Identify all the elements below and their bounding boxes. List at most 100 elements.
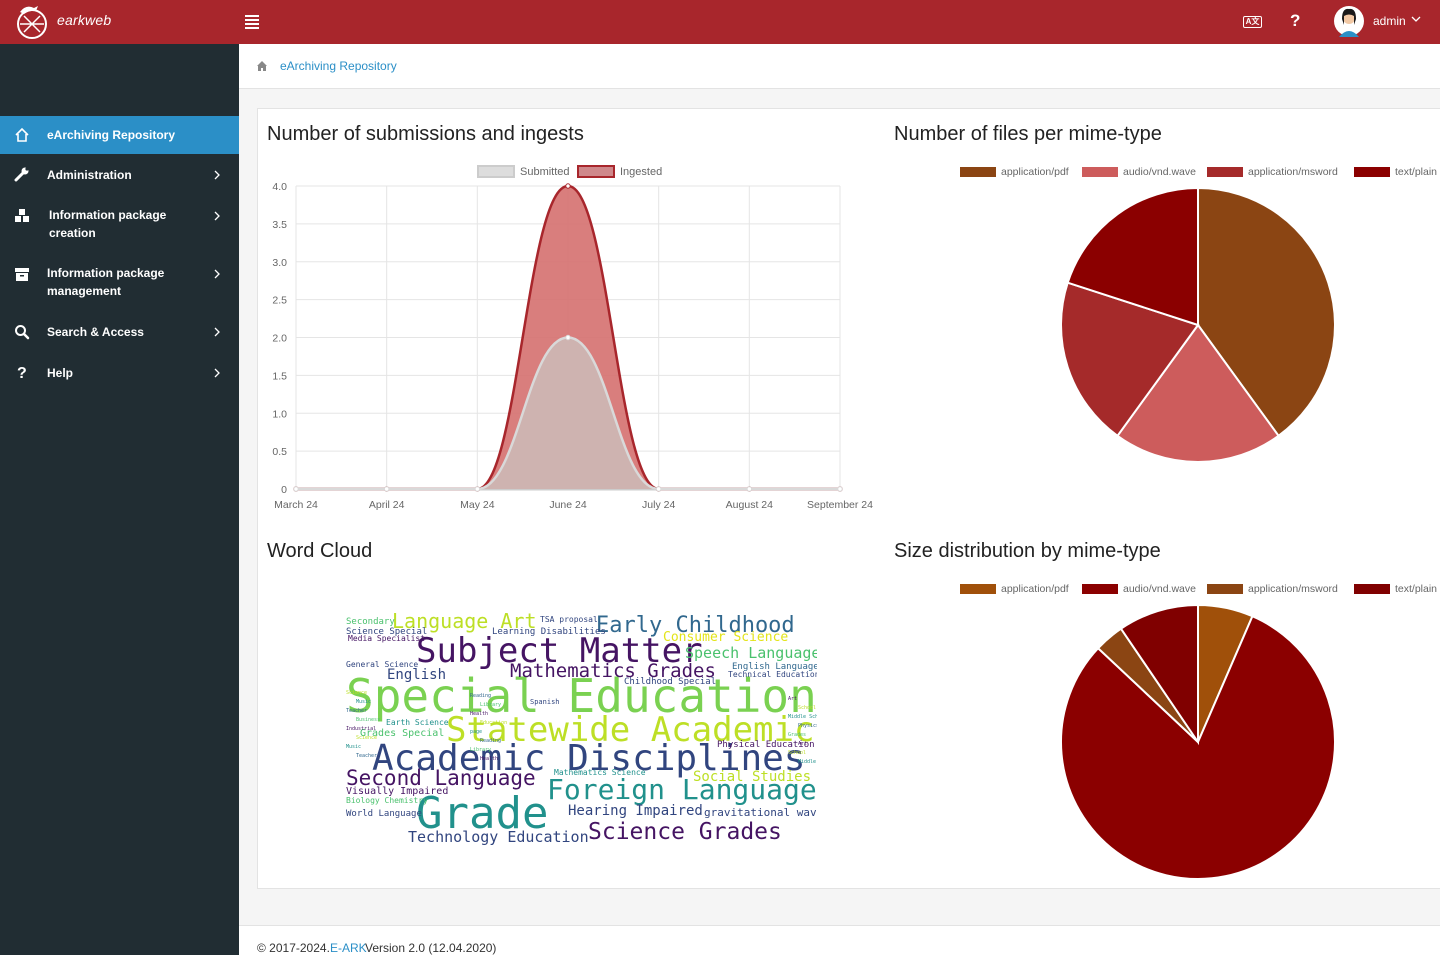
pie-slice-text-plain: [1119, 603, 1199, 746]
legend-label: application/pdf: [1001, 583, 1069, 595]
home-icon[interactable]: [256, 60, 268, 72]
word-cloud-word: English: [387, 667, 446, 683]
word-cloud-word: Foreign Language: [547, 773, 817, 806]
sidebar: eArchiving Repository Administration Inf…: [0, 44, 239, 955]
word-cloud-word: Social Studies: [693, 769, 811, 785]
brand-name[interactable]: earkweb: [57, 12, 112, 28]
menu-toggle-icon[interactable]: [245, 15, 259, 29]
files-chart-title: Number of files per mime-type: [894, 123, 1162, 145]
sidebar-item-search-access[interactable]: Search & Access: [0, 322, 239, 344]
legend-swatch: [1354, 584, 1390, 594]
word-cloud-word: Statewide Academic: [446, 710, 814, 750]
size-chart-title: Size distribution by mime-type: [894, 540, 1161, 562]
y-tick-label: 1.5: [272, 370, 287, 382]
data-point: [837, 486, 843, 492]
data-point: [655, 486, 662, 492]
sidebar-item-label: eArchiving Repository: [47, 128, 176, 142]
sidebar-item-earchiving-repository[interactable]: eArchiving Repository: [0, 116, 239, 154]
language-icon[interactable]: A文: [1243, 16, 1262, 28]
legend-label: Ingested: [620, 166, 662, 178]
word-cloud-word: page: [470, 729, 482, 735]
chevron-right-icon: [214, 327, 220, 337]
sidebar-item-information-package-management[interactable]: Information package management: [0, 264, 239, 304]
top-bar: earkweb A文 ? admin: [0, 0, 1440, 44]
word-cloud-word: Reading: [480, 738, 501, 744]
x-tick-label: March 24: [274, 499, 318, 511]
word-cloud-word: Secondary: [346, 617, 395, 627]
legend-label: audio/vnd.wave: [1123, 166, 1196, 178]
word-cloud-word: Earth Science: [386, 718, 449, 727]
word-cloud-word: Speech Language: [685, 644, 817, 662]
y-tick-label: 3.0: [272, 257, 287, 269]
chevron-right-icon: [214, 368, 220, 378]
x-tick-label: May 24: [460, 499, 495, 511]
search-icon: [15, 325, 30, 340]
word-cloud-word: Physics: [798, 723, 817, 729]
legend-label: audio/vnd.wave: [1123, 583, 1196, 595]
home-icon: [15, 127, 29, 142]
legend-label: Submitted: [520, 166, 570, 178]
legend-label: text/plain: [1395, 166, 1437, 178]
legend-swatch: [960, 584, 996, 594]
word-cloud-word: Hearing Impaired: [568, 803, 703, 819]
svg-text:?: ?: [17, 365, 27, 380]
word-cloud-word: Science: [356, 735, 377, 741]
y-tick-label: 0.5: [272, 446, 287, 458]
data-point: [293, 486, 299, 492]
word-cloud-word: Mathematics Grades: [510, 660, 716, 682]
x-tick-label: July 24: [642, 499, 675, 511]
legend-label: text/plain: [1395, 583, 1437, 595]
word-cloud-word: gravitational wave: [704, 806, 817, 819]
data-point: [565, 334, 571, 341]
sidebar-item-label: Search & Access: [47, 325, 144, 339]
word-cloud-word: Technical Education: [728, 670, 817, 679]
word-cloud-word: World Language: [346, 809, 422, 819]
breadcrumb-current[interactable]: eArchiving Repository: [280, 59, 397, 73]
data-point: [746, 486, 753, 492]
submissions-ingests-chart: Submitted Ingested 4.0 3.5 3.0 2.5 2.0 1.5 1.0 0.…: [272, 165, 873, 511]
archive-box-icon: [15, 268, 29, 281]
size-by-mimetype-chart: application/pdf audio/vnd.wave application…: [960, 583, 1437, 880]
legend-swatch: [477, 165, 515, 178]
y-tick-label: 2.5: [272, 295, 287, 307]
word-cloud-word: Grades Special: [360, 728, 444, 739]
user-name[interactable]: admin: [1373, 14, 1406, 28]
word-cloud-word: English Language: [732, 662, 817, 672]
user-avatar[interactable]: [1334, 5, 1364, 37]
legend-swatch: [1082, 167, 1118, 177]
sidebar-item-label: Administration: [47, 168, 132, 182]
word-cloud-background: [342, 610, 817, 848]
pie-slice-application-pdf: [1197, 186, 1336, 438]
pie-slice-application-msword: [1060, 281, 1200, 438]
word-cloud-word: Art: [788, 696, 797, 702]
word-cloud-word: Library: [480, 702, 501, 708]
y-tick-label: 3.5: [272, 219, 287, 231]
word-cloud-word: Childhood Special: [624, 677, 716, 687]
word-cloud-word: Teacher: [346, 708, 367, 714]
sidebar-item-information-package-creation[interactable]: Information package creation: [0, 206, 239, 246]
x-tick-label: April 24: [369, 499, 405, 511]
legend-label: application/msword: [1248, 166, 1338, 178]
sidebar-item-help[interactable]: ? Help: [0, 363, 239, 385]
word-cloud-image: Special Education Academic Disciplines Sub…: [342, 610, 817, 848]
word-cloud-word: Science: [346, 690, 367, 696]
word-cloud-word: Grade: [416, 788, 548, 839]
word-cloud-word: Learning Disabilities: [492, 627, 606, 637]
sidebar-item-administration[interactable]: Administration: [0, 164, 239, 186]
word-cloud-word: Music: [346, 744, 361, 750]
earkweb-logo[interactable]: [14, 2, 50, 40]
wordcloud-title: Word Cloud: [267, 540, 373, 562]
x-tick-label: August 24: [726, 499, 773, 511]
chevron-right-icon: [214, 211, 220, 221]
word-cloud-word: Education: [480, 720, 507, 726]
footer-eark-link[interactable]: E-ARK: [330, 941, 367, 955]
word-cloud-word: Health: [480, 756, 498, 762]
word-cloud-word: Health: [470, 711, 488, 717]
word-cloud-word: Academic Disciplines: [372, 738, 805, 779]
help-icon[interactable]: ?: [1290, 11, 1301, 30]
word-cloud-word: Media Specialist: [348, 634, 425, 643]
chevron-right-icon: [214, 269, 220, 279]
chevron-down-icon[interactable]: [1411, 14, 1421, 24]
word-cloud-word: General Science: [346, 660, 418, 669]
sidebar-item-label: Information package creation: [49, 208, 167, 240]
